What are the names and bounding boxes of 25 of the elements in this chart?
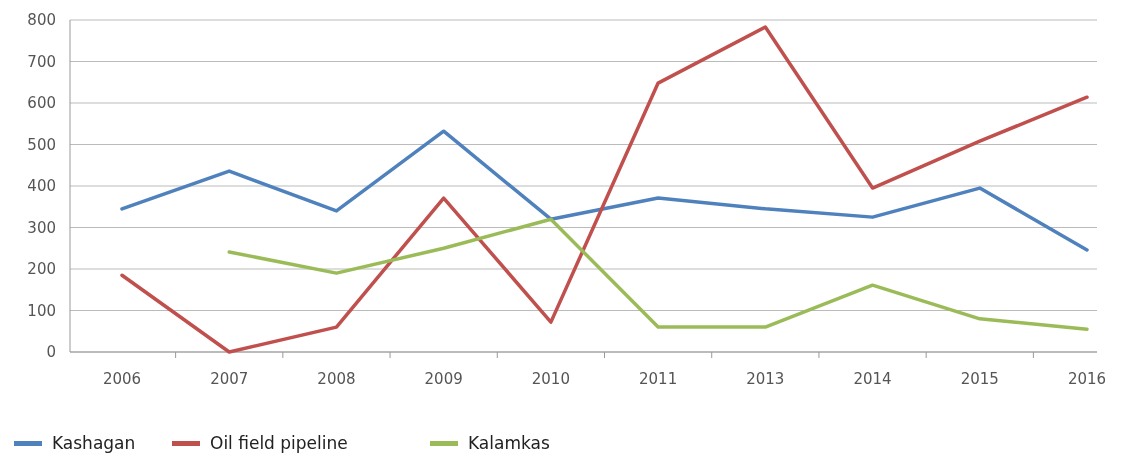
line-series [120,129,1089,252]
y-tick-label: 500 [27,135,56,154]
legend-label: Kashagan [52,433,136,453]
y-tick-label: 800 [27,11,56,30]
x-tick-label: 2013 [746,370,785,388]
x-tick-label: 2010 [531,370,570,388]
x-tick-label: 2014 [853,370,892,388]
x-tick-label: 2015 [960,370,999,388]
line-series [120,25,1089,354]
legend-label: Oil field pipeline [210,433,348,453]
y-tick-label: 0 [46,343,56,362]
x-tick-label: 2007 [210,370,249,388]
legend-label: Kalamkas [468,433,550,453]
x-tick-label: 2006 [102,370,142,388]
y-tick-label: 400 [27,177,56,196]
y-tick-label: 100 [27,301,56,320]
y-tick-label: 200 [27,260,56,279]
x-tick-label: 2011 [639,370,678,388]
y-tick-label: 300 [27,218,56,237]
line-series [227,217,1089,331]
y-tick-label: 600 [27,94,56,113]
x-tick-label: 2016 [1067,370,1107,388]
y-tick-label: 700 [27,52,56,71]
x-tick-label: 2008 [317,370,356,388]
x-tick-label: 2009 [424,370,463,388]
